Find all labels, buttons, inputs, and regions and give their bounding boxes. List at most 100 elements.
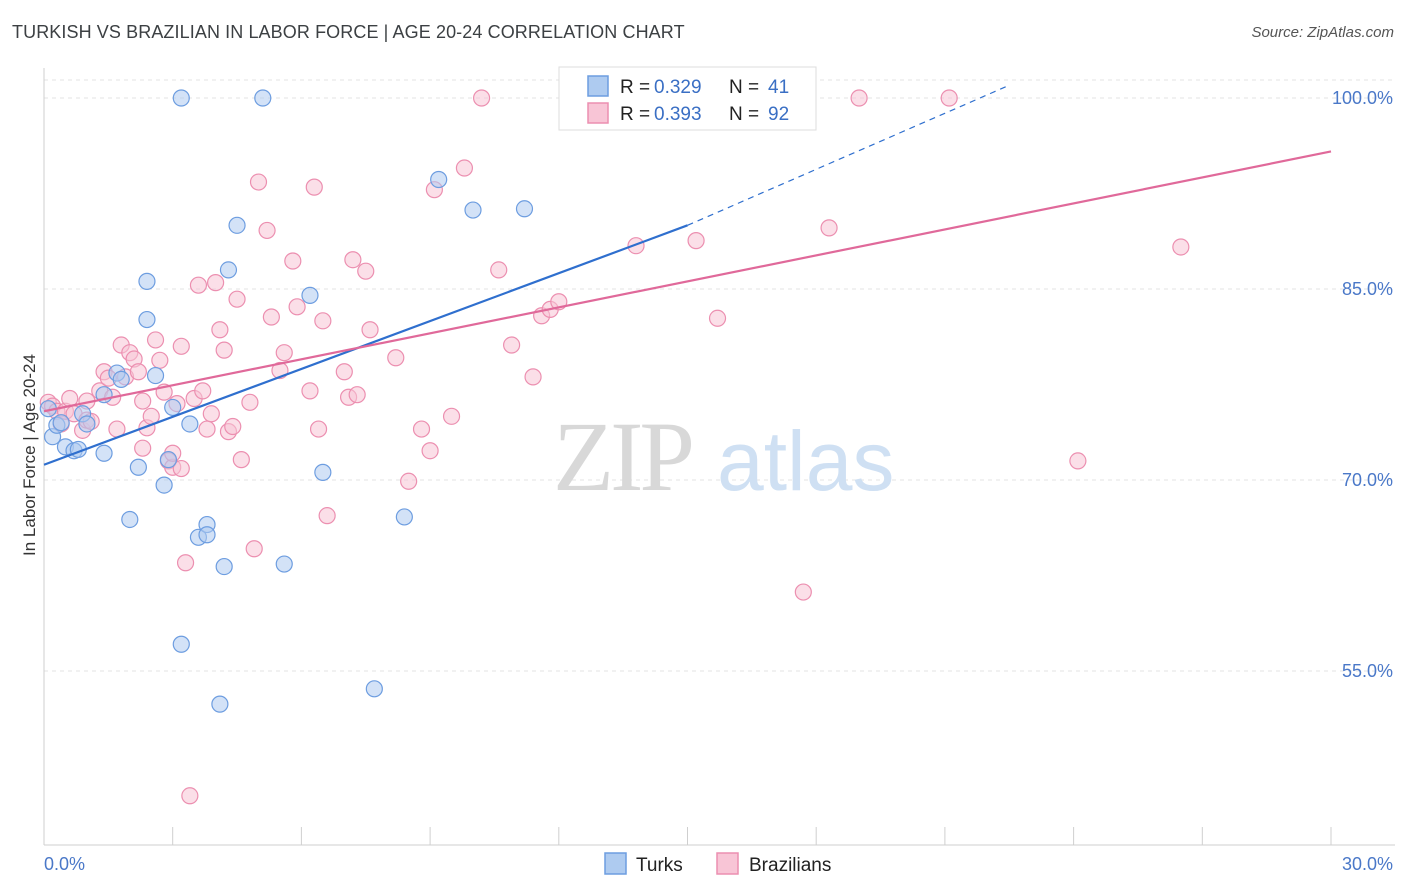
brazilians-point [176,554,195,572]
legend-swatch-brazilians [587,102,609,124]
brazilians-point [850,89,868,107]
brazilians-point [134,392,152,410]
brazilians-point [181,787,199,805]
turks-point [95,444,113,462]
brazilians-point [794,583,812,601]
brazilians-point [215,341,233,359]
turks-point [515,200,534,218]
turks-point [172,635,190,653]
brazilians-point [421,442,439,460]
bottom-legend-brazilians: Brazilians [749,855,831,876]
tick-labels: 55.0% 70.0% 85.0% 100.0% 0.0% 30.0% [44,88,1393,874]
turks-point [112,370,130,389]
brazilians-point [172,337,190,355]
brazilians-point [194,382,212,400]
brazilians-point [503,336,521,354]
y-tick-label: 100.0% [1332,88,1393,108]
brazilians-point [361,321,379,339]
turks-point [78,415,96,433]
legend-r-value: 0.329 [654,77,702,98]
turks-point [365,680,383,698]
legend-r-value: 0.393 [654,104,702,125]
turks-point [181,415,199,433]
brazilians-point [490,261,508,279]
legend-n-value: 41 [768,77,789,98]
brazilians-point [232,451,250,469]
brazilians-point [189,276,208,294]
brazilians-point [249,173,268,191]
x-tick-label: 0.0% [44,854,85,874]
turks-point [159,451,178,469]
brazilians-point [129,363,147,381]
brazilians-point [940,89,958,107]
brazilians-trend-line [43,150,1332,413]
brazilians-point [172,459,190,478]
brazilians-point [284,252,302,270]
turks-point [211,695,229,713]
turks-point [155,476,173,494]
brazilians-point [314,312,332,330]
watermark-zip: ZIP [553,401,691,512]
bottom-legend-swatch-turks [604,852,627,875]
brazilians-point [387,349,405,367]
x-tick-label: 30.0% [1342,854,1393,874]
turks-point [464,201,482,219]
turks-point [146,366,165,385]
brazilians-point [524,368,542,386]
brazilians-point [400,472,418,490]
brazilians-point [288,298,306,316]
axes [43,68,1395,846]
brazilians-point [309,420,328,438]
legend-n-label: N = [729,77,759,98]
y-axis-label: In Labor Force | Age 20-24 [20,354,39,556]
brazilians-point [305,178,323,196]
turks-point [254,89,272,107]
turks-point [172,89,190,107]
brazilians-point [202,405,220,423]
brazilians-point [412,420,431,438]
source-label: Source: ZipAtlas.com [1251,24,1394,41]
brazilians-point [357,262,375,280]
brazilians-point [687,232,705,250]
brazilians-point [820,219,838,237]
brazilians-point [1172,238,1190,256]
brazilians-point [151,351,169,369]
brazilians-point [442,407,461,425]
brazilians-point [472,89,491,107]
turks-point [129,458,147,476]
top-legend: R = 0.329 N = 41 R = 0.393 N = 92 [558,66,817,131]
turks-point [314,463,332,481]
legend-n-label: N = [729,104,759,125]
turks-point [275,555,293,573]
turks-point [228,216,246,234]
turks-point [215,557,233,576]
brazilians-point [275,344,293,362]
brazilians-point [258,221,276,240]
turks-point [164,398,182,417]
bottom-legend-turks: Turks [636,855,683,876]
brazilians-point [211,321,229,339]
brazilians-point [224,417,242,436]
brazilians-point [262,308,280,326]
legend-r-label: R = [620,77,650,98]
turks-point [52,414,70,432]
bottom-legend-swatch-brazilians [716,852,739,875]
brazilians-point [241,393,259,411]
legend-r-label: R = [620,104,650,125]
legend-swatch-turks [587,75,609,97]
turks-point [301,286,319,304]
turks-point [138,310,156,329]
brazilians-point [301,382,319,400]
brazilians-point [344,251,362,269]
y-tick-label: 85.0% [1342,279,1393,299]
brazilians-point [198,420,216,438]
legend-n-value: 92 [768,104,789,125]
brazilians-point [245,540,263,558]
turks-point [430,170,448,189]
turks-point [219,261,238,279]
turks-point [121,510,139,529]
grid-lines [44,79,1395,672]
trend-lines [43,84,1332,466]
brazilians-point [627,237,645,255]
brazilians-point [708,309,727,327]
